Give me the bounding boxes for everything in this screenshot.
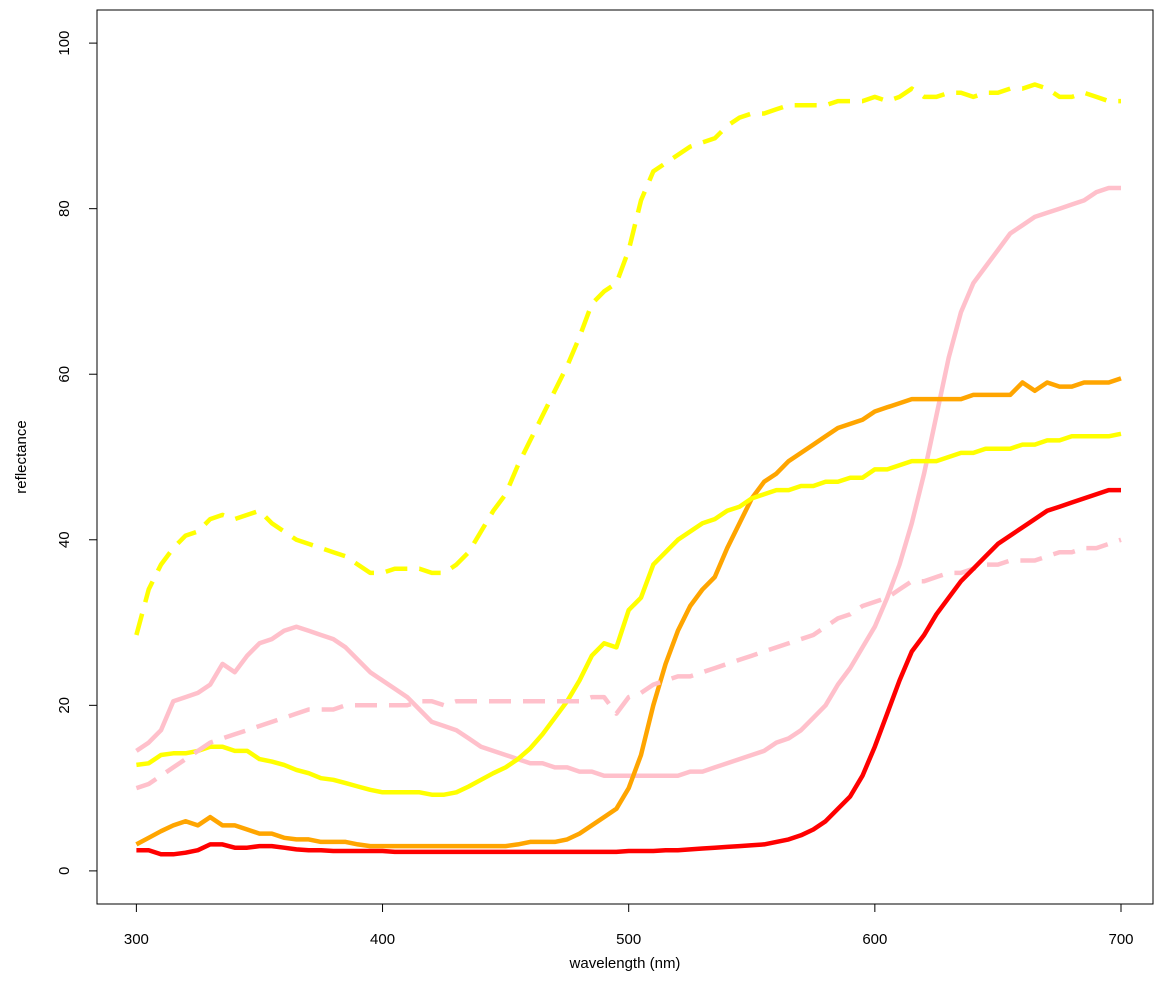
y-tick-label: 0 bbox=[56, 867, 73, 875]
x-tick-label: 400 bbox=[370, 931, 395, 948]
y-tick-label: 60 bbox=[56, 366, 73, 383]
x-tick-label: 300 bbox=[124, 931, 149, 948]
y-tick-label: 80 bbox=[56, 200, 73, 217]
y-axis-title: reflectance bbox=[13, 420, 30, 493]
series-line-4 bbox=[136, 431, 1122, 797]
series-layer bbox=[134, 82, 1122, 857]
y-axis: 0 20 40 60 80 100 bbox=[56, 31, 98, 875]
x-axis-title: wavelength (nm) bbox=[569, 955, 681, 972]
series-line-1 bbox=[134, 82, 1121, 636]
y-tick-label: 20 bbox=[56, 697, 73, 714]
series-line-6 bbox=[136, 487, 1121, 857]
plot-area-frame bbox=[96, 9, 1154, 905]
x-axis: 300 400 500 600 700 bbox=[124, 903, 1134, 948]
x-tick-label: 700 bbox=[1108, 931, 1133, 948]
series-line-5 bbox=[135, 537, 1122, 791]
series-line-2 bbox=[135, 185, 1121, 778]
x-tick-label: 500 bbox=[616, 931, 641, 948]
series-line-3 bbox=[135, 376, 1122, 849]
y-tick-label: 40 bbox=[56, 531, 73, 548]
y-tick-label: 100 bbox=[56, 31, 73, 56]
x-tick-label: 600 bbox=[862, 931, 887, 948]
